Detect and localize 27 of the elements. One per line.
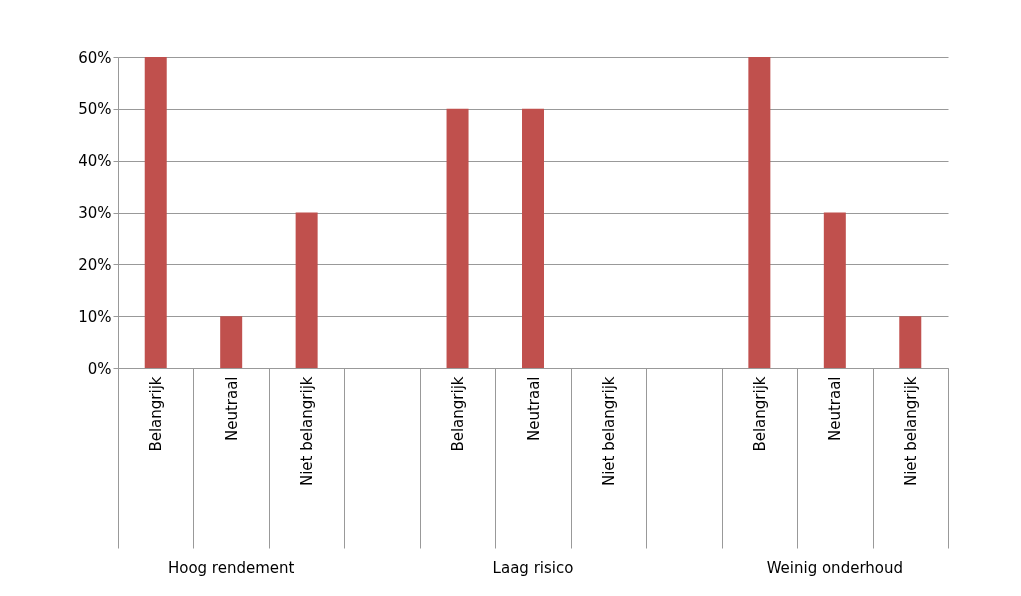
x-tick-label: Niet belangrijk xyxy=(901,376,920,487)
y-tick-label: 60% xyxy=(78,48,112,67)
bar xyxy=(823,212,846,368)
y-tick-label: 40% xyxy=(78,152,112,171)
x-tick-label: Belangrijk xyxy=(750,376,769,452)
x-tick-label: Niet belangrijk xyxy=(599,376,618,487)
bar xyxy=(144,57,167,368)
y-tick-label: 30% xyxy=(78,204,112,222)
bar xyxy=(220,316,243,368)
y-tick-label: 0% xyxy=(87,359,112,378)
y-tick-label: 50% xyxy=(78,100,112,119)
text: Weinig onderhoud xyxy=(766,559,904,577)
bar xyxy=(899,316,922,368)
text: Hoog rendement xyxy=(167,559,295,577)
text: Laag risico xyxy=(492,559,574,577)
bar xyxy=(748,57,771,368)
x-tick-label: Belangrijk xyxy=(449,376,468,452)
x-tick-label: Neutraal xyxy=(222,376,241,442)
y-tick-label: 20% xyxy=(78,255,112,274)
x-tick-label: Belangrijk xyxy=(147,376,166,452)
bar xyxy=(446,108,469,368)
x-tick-label: Niet belangrijk xyxy=(298,376,317,487)
x-tick-label: Neutraal xyxy=(524,376,543,442)
y-tick-label: 10% xyxy=(78,307,112,326)
bar xyxy=(295,212,318,368)
x-tick-label: Neutraal xyxy=(826,376,845,442)
bar xyxy=(522,108,544,368)
